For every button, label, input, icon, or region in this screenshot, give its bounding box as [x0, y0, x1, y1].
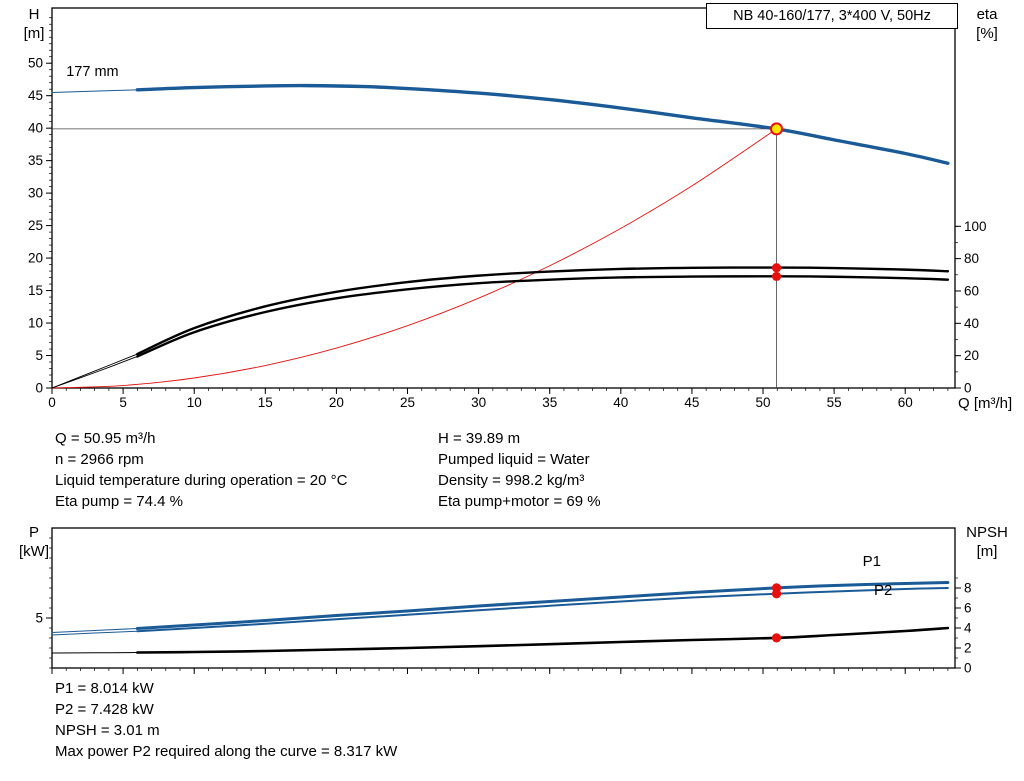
info-max-p2: Max power P2 required along the curve = … [55, 743, 398, 760]
svg-text:40: 40 [964, 316, 979, 331]
eta-pump-lead [51, 353, 138, 389]
svg-text:4: 4 [964, 621, 972, 636]
info-liquid-temp: Liquid temperature during operation = 20… [55, 472, 348, 489]
p-axis-title-line1: P [28, 524, 39, 541]
svg-text:30: 30 [28, 186, 43, 201]
head-curve-177mm [135, 83, 950, 165]
svg-text:P2: P2 [874, 582, 892, 599]
svg-text:50: 50 [756, 395, 771, 410]
p2-dot [771, 589, 782, 599]
eta-axis-title-line2: [%] [976, 25, 998, 42]
pump-model-box: NB 40-160/177, 3*400 V, 50Hz [706, 3, 958, 29]
info-p1: P1 = 8.014 kW [55, 680, 154, 697]
svg-text:40: 40 [28, 121, 43, 136]
svg-text:2: 2 [964, 641, 972, 656]
svg-text:15: 15 [258, 395, 273, 410]
h-axis-title-line1: H [28, 6, 40, 23]
operating-info-left: Q = 50.95 m³/h n = 2966 rpm Liquid tempe… [55, 428, 347, 512]
info-npsh: NPSH = 3.01 m [55, 722, 160, 739]
svg-text:60: 60 [964, 283, 979, 298]
head-curve-lead [51, 89, 138, 93]
svg-text:8: 8 [964, 581, 972, 596]
svg-text:25: 25 [28, 218, 43, 233]
info-q: Q = 50.95 m³/h [55, 430, 156, 447]
info-h: H = 39.89 m [438, 430, 521, 447]
svg-text:100: 100 [964, 219, 987, 234]
info-eta-pump-motor: Eta pump+motor = 69 % [438, 493, 601, 510]
svg-text:10: 10 [28, 316, 43, 331]
p-axis-title-line2: [kW] [19, 543, 49, 560]
info-density: Density = 998.2 kg/m³ [438, 472, 585, 489]
svg-text:35: 35 [542, 395, 557, 410]
svg-text:20: 20 [329, 395, 344, 410]
svg-text:55: 55 [827, 395, 842, 410]
npsh-dot [771, 633, 782, 643]
svg-text:15: 15 [28, 283, 43, 298]
npsh-lead [51, 652, 138, 654]
p-axis-title: P [kW] [12, 523, 56, 561]
info-eta-pump: Eta pump = 74.4 % [55, 493, 183, 510]
svg-text:0: 0 [964, 661, 972, 676]
duty-point [770, 122, 784, 136]
npsh-axis-title: NPSH [m] [958, 523, 1016, 561]
svg-text:0: 0 [35, 381, 43, 396]
svg-text:80: 80 [964, 251, 979, 266]
eta-axis-title-line1: eta [976, 6, 998, 23]
npsh-curve [136, 626, 950, 654]
eta-pump [136, 266, 950, 356]
eta-pump-motor-lead [51, 356, 138, 389]
npsh-axis-title-line1: NPSH [966, 524, 1008, 541]
svg-text:5: 5 [119, 395, 127, 410]
svg-text:6: 6 [964, 601, 972, 616]
eta-axis-title: eta [%] [964, 5, 1010, 43]
svg-text:50: 50 [28, 56, 43, 71]
svg-text:25: 25 [400, 395, 415, 410]
svg-text:35: 35 [28, 153, 43, 168]
svg-text:20: 20 [964, 348, 979, 363]
svg-text:P1: P1 [863, 553, 881, 570]
eta-pump-motor-dot [771, 271, 782, 282]
svg-text:10: 10 [187, 395, 202, 410]
eta-pump-dot [771, 263, 782, 273]
info-rpm: n = 2966 rpm [55, 451, 144, 468]
info-pumped-liquid: Pumped liquid = Water [438, 451, 590, 468]
svg-text:177 mm: 177 mm [66, 64, 118, 80]
info-p2: P2 = 7.428 kW [55, 701, 154, 718]
power-info: P1 = 8.014 kW P2 = 7.428 kW NPSH = 3.01 … [55, 678, 397, 762]
svg-text:45: 45 [684, 395, 699, 410]
p2-curve [136, 587, 949, 633]
p1-curve [135, 581, 950, 630]
eta-pump-motor [136, 275, 950, 358]
svg-text:0: 0 [48, 395, 56, 410]
svg-text:30: 30 [471, 395, 486, 410]
svg-text:45: 45 [28, 88, 43, 103]
svg-text:5: 5 [35, 348, 43, 363]
operating-info-right: H = 39.89 m Pumped liquid = Water Densit… [438, 428, 601, 512]
p2-lead [51, 630, 138, 636]
p1-lead [51, 628, 138, 633]
system-curve [51, 128, 777, 389]
svg-text:5: 5 [35, 611, 43, 626]
svg-text:0: 0 [964, 381, 972, 396]
h-axis-title: H [m] [16, 5, 52, 43]
svg-text:40: 40 [613, 395, 628, 410]
svg-text:60: 60 [898, 395, 913, 410]
q-axis-title: Q [m³/h] [958, 395, 1013, 412]
h-axis-title-line2: [m] [23, 25, 45, 42]
svg-text:20: 20 [28, 251, 43, 266]
npsh-axis-title-line2: [m] [976, 543, 998, 560]
